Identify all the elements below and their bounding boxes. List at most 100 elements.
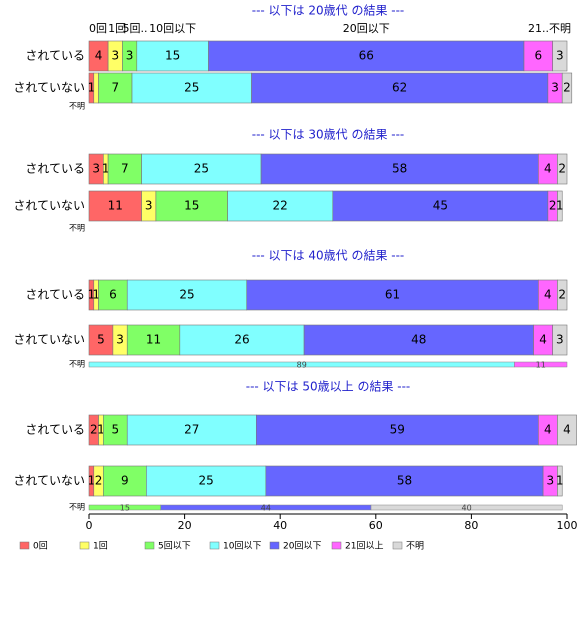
bar-segment bbox=[208, 40, 525, 72]
top-category-label: 5回.. bbox=[122, 22, 147, 35]
bar-segment bbox=[557, 414, 577, 446]
row-label: されている bbox=[25, 423, 85, 437]
data-label: 6 bbox=[109, 288, 117, 302]
data-label: 3 bbox=[111, 49, 119, 63]
data-label: 1 bbox=[102, 162, 110, 176]
row-label: されている bbox=[25, 288, 85, 302]
x-tick-label: 20 bbox=[178, 519, 192, 532]
legend-label: 1回 bbox=[93, 541, 108, 552]
data-label: 25 bbox=[184, 81, 199, 95]
bar-segment bbox=[107, 153, 142, 185]
bar-segment bbox=[255, 414, 539, 446]
bar-segment bbox=[561, 72, 573, 104]
unknown-data-label: 40 bbox=[462, 504, 472, 513]
data-label: 1 bbox=[556, 474, 564, 488]
unknown-row-label: 不明 bbox=[69, 503, 85, 512]
data-label: 5 bbox=[97, 333, 105, 347]
legend-label: 10回以下 bbox=[223, 541, 261, 552]
bar-segment bbox=[557, 190, 563, 222]
bar-segment bbox=[93, 72, 99, 104]
bar-segment bbox=[126, 324, 181, 356]
data-label: 11 bbox=[108, 199, 123, 213]
top-category-label: 1回 bbox=[108, 22, 126, 35]
data-label: 3 bbox=[145, 199, 153, 213]
legend-swatch bbox=[392, 541, 403, 550]
legend-label: 0回 bbox=[33, 541, 48, 552]
data-label: 3 bbox=[92, 162, 100, 176]
data-label: 48 bbox=[411, 333, 426, 347]
data-label: 25 bbox=[198, 474, 213, 488]
unknown-row-label: 不明 bbox=[69, 224, 85, 233]
group-title: --- 以下は 30歳代 の結果 --- bbox=[252, 128, 405, 142]
data-label: 1 bbox=[92, 288, 100, 302]
x-tick-label: 60 bbox=[369, 519, 383, 532]
data-label: 45 bbox=[433, 199, 448, 213]
bar-segment bbox=[136, 40, 209, 72]
row-label: されていない bbox=[13, 474, 85, 488]
data-label: 25 bbox=[194, 162, 209, 176]
data-label: 1 bbox=[88, 81, 96, 95]
unknown-row-label: 不明 bbox=[69, 102, 85, 111]
data-label: 22 bbox=[273, 199, 288, 213]
data-label: 15 bbox=[165, 49, 180, 63]
data-label: 4 bbox=[539, 333, 547, 347]
data-label: 7 bbox=[121, 162, 129, 176]
data-label: 9 bbox=[121, 474, 129, 488]
unknown-data-label: 44 bbox=[261, 504, 271, 513]
data-label: 4 bbox=[563, 423, 571, 437]
data-label: 2 bbox=[563, 81, 571, 95]
bar-segment bbox=[260, 153, 539, 185]
group-title: --- 以下は 20歳代 の結果 --- bbox=[252, 4, 405, 18]
bar-segment bbox=[557, 153, 568, 185]
unknown-data-label: 11 bbox=[536, 361, 546, 370]
data-label: 2 bbox=[95, 474, 103, 488]
data-label: 4 bbox=[544, 423, 552, 437]
bar-segment bbox=[552, 324, 568, 356]
data-label: 66 bbox=[359, 49, 374, 63]
row-label: されていない bbox=[13, 81, 85, 95]
legend-swatch bbox=[209, 541, 220, 550]
data-label: 2 bbox=[90, 423, 98, 437]
data-label: 1 bbox=[88, 288, 96, 302]
bar-segment bbox=[552, 40, 568, 72]
data-label: 6 bbox=[534, 49, 542, 63]
legend-label: 21回以上 bbox=[345, 541, 383, 552]
data-label: 26 bbox=[234, 333, 249, 347]
data-label: 27 bbox=[184, 423, 199, 437]
data-label: 3 bbox=[551, 81, 559, 95]
data-label: 7 bbox=[111, 81, 119, 95]
bar-segment bbox=[332, 190, 549, 222]
legend-swatch bbox=[269, 541, 280, 550]
data-label: 2 bbox=[558, 288, 566, 302]
group-title: --- 以下は 50歳以上 の結果 --- bbox=[246, 380, 411, 394]
top-category-label: 10回以下 bbox=[149, 22, 196, 35]
legend-label: 不明 bbox=[406, 541, 424, 552]
data-label: 59 bbox=[390, 423, 405, 437]
x-tick-label: 0 bbox=[86, 519, 93, 532]
legend-swatch bbox=[144, 541, 155, 550]
unknown-bar-segment bbox=[370, 504, 563, 511]
legend-label: 20回以下 bbox=[283, 541, 321, 552]
bar-segment bbox=[246, 279, 539, 311]
bar-segment bbox=[265, 465, 544, 497]
data-label: 62 bbox=[392, 81, 407, 95]
data-label: 4 bbox=[95, 49, 103, 63]
row-label: されている bbox=[25, 49, 85, 63]
data-label: 1 bbox=[97, 423, 105, 437]
bar-segment bbox=[126, 279, 248, 311]
data-label: 4 bbox=[544, 288, 552, 302]
top-category-label: 不明 bbox=[549, 22, 571, 35]
data-label: 2 bbox=[558, 162, 566, 176]
bar-segment bbox=[146, 465, 267, 497]
top-category-label: 21.. bbox=[528, 22, 549, 35]
top-category-label: 0回 bbox=[89, 22, 107, 35]
bar-segment bbox=[303, 324, 534, 356]
bar-segment bbox=[126, 414, 257, 446]
bar-segment bbox=[98, 72, 133, 104]
data-label: 61 bbox=[385, 288, 400, 302]
legend-swatch bbox=[19, 541, 30, 550]
row-label: されていない bbox=[13, 199, 85, 213]
data-label: 1 bbox=[556, 199, 564, 213]
bar-segment bbox=[557, 279, 568, 311]
data-label: 3 bbox=[556, 49, 564, 63]
